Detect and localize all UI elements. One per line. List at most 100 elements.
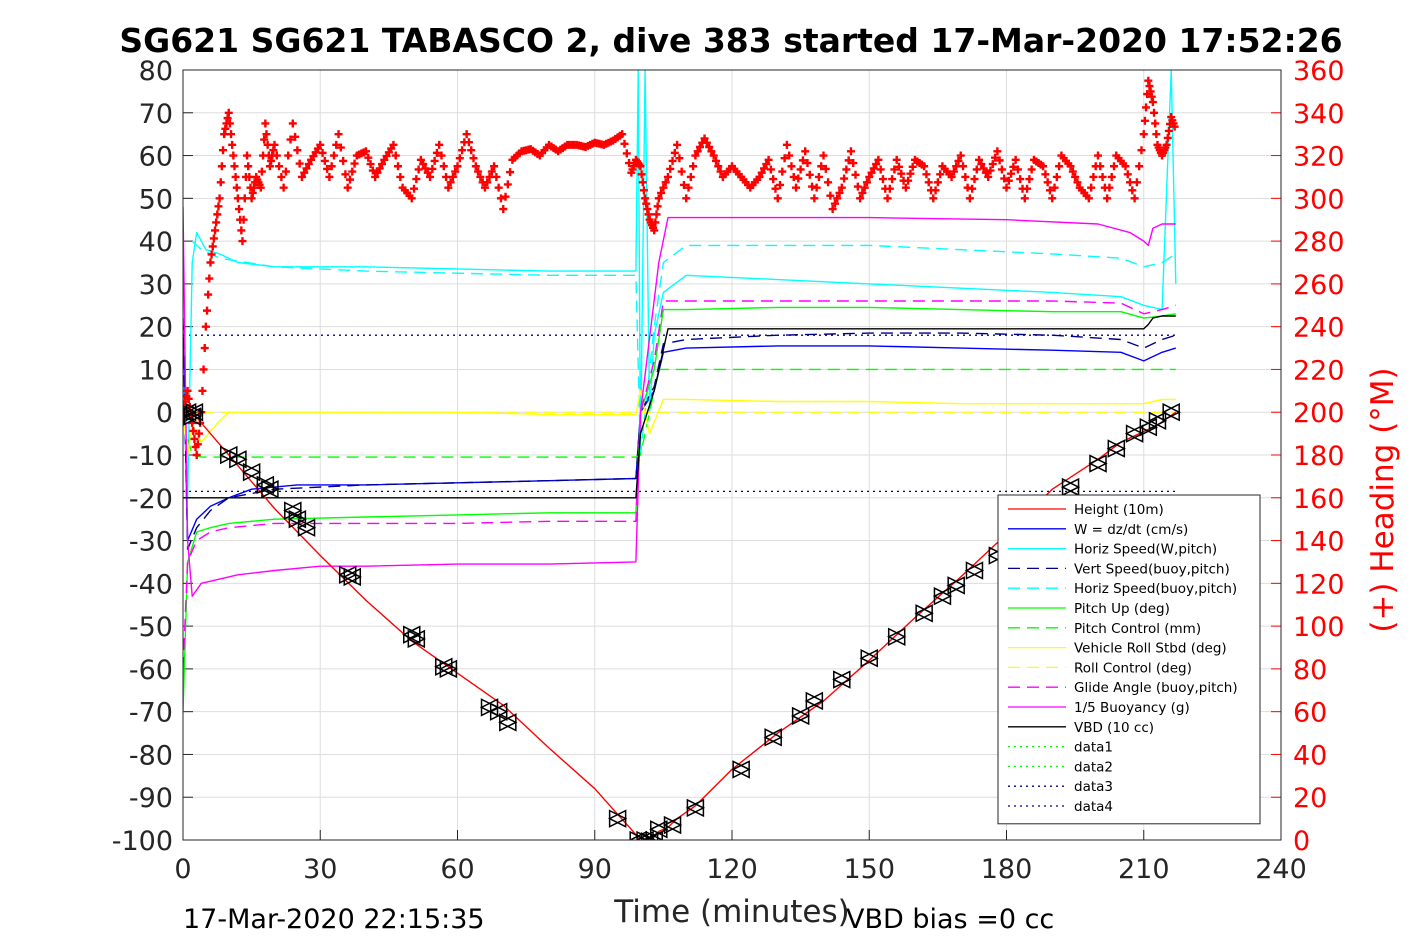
heading-point bbox=[901, 183, 910, 192]
heading-point bbox=[757, 168, 766, 177]
sample-marker-left bbox=[183, 407, 201, 426]
heading-point bbox=[284, 151, 293, 160]
y-tick-label: 70 bbox=[139, 99, 173, 130]
heading-point bbox=[232, 183, 241, 192]
legend-entry: Glide Angle (buoy,pitch) bbox=[1074, 680, 1238, 696]
sample-marker-left bbox=[685, 798, 705, 818]
heading-point bbox=[471, 162, 480, 171]
heading-point bbox=[830, 199, 839, 208]
plot-frame bbox=[182, 69, 1282, 841]
heading-point bbox=[389, 140, 398, 149]
heading-point bbox=[1151, 119, 1160, 128]
heading-point bbox=[256, 183, 265, 192]
heading-point bbox=[931, 186, 940, 195]
heading-point bbox=[195, 429, 204, 438]
sample-marker-left bbox=[832, 670, 851, 689]
heading-point bbox=[1098, 172, 1107, 181]
heading-point bbox=[787, 162, 796, 171]
y-tick-label: -90 bbox=[129, 783, 173, 814]
legend-entry: 1/5 Buoyancy (g) bbox=[1074, 700, 1190, 716]
heading-point bbox=[1121, 162, 1130, 171]
heading-point bbox=[677, 167, 686, 176]
heading-point bbox=[487, 167, 496, 176]
legend-entry: W = dz/dt (cm/s) bbox=[1074, 522, 1188, 538]
heading-point bbox=[650, 226, 659, 235]
y-tick-label: -100 bbox=[112, 826, 173, 857]
footer-vbd-bias: VBD bias =0 cc bbox=[846, 904, 1054, 935]
legend-entry: Height (10m) bbox=[1074, 502, 1164, 518]
sample-marker-left bbox=[914, 604, 933, 623]
y-tick-label: 0 bbox=[156, 398, 173, 429]
x-axis-label: Time (minutes) bbox=[613, 894, 849, 930]
heading-point bbox=[184, 394, 193, 403]
heading-point bbox=[760, 164, 769, 173]
heading-point bbox=[183, 386, 192, 395]
heading-point bbox=[1096, 162, 1105, 171]
y2-tick-label: 100 bbox=[1293, 612, 1345, 643]
heading-point bbox=[904, 176, 913, 185]
heading-point bbox=[332, 140, 341, 149]
heading-point bbox=[846, 147, 855, 156]
heading-point bbox=[203, 306, 212, 315]
heading-point bbox=[798, 156, 807, 165]
sample-marker-left bbox=[296, 518, 316, 537]
heading-point bbox=[1126, 178, 1135, 187]
sample-marker-left bbox=[438, 659, 458, 679]
heading-point bbox=[211, 226, 220, 235]
heading-point bbox=[965, 194, 974, 203]
heading-point bbox=[1050, 183, 1059, 192]
heading-point bbox=[956, 151, 965, 160]
y2-tick-label: 60 bbox=[1293, 698, 1327, 729]
heading-point bbox=[872, 160, 881, 169]
heading-point bbox=[1000, 174, 1009, 183]
heading-point bbox=[1103, 194, 1112, 203]
heading-point bbox=[499, 205, 508, 214]
heading-point bbox=[670, 148, 679, 157]
sample-marker-left bbox=[488, 702, 508, 721]
heading-point bbox=[192, 451, 201, 459]
legend-entry: Horiz Speed(W,pitch) bbox=[1074, 542, 1217, 558]
sample-marker-left bbox=[859, 648, 878, 668]
heading-point bbox=[988, 160, 997, 169]
heading-point bbox=[300, 168, 309, 177]
heading-point bbox=[1162, 140, 1171, 149]
x-tick-label: 60 bbox=[440, 854, 474, 885]
y2-tick-labels: 3603403203002802602402202001801601401201… bbox=[1293, 56, 1345, 857]
heading-point bbox=[920, 162, 929, 171]
legend-box bbox=[997, 494, 1261, 825]
legend-entry: data2 bbox=[1074, 759, 1113, 775]
heading-point bbox=[1148, 98, 1157, 107]
heading-point bbox=[209, 234, 218, 243]
heading-point bbox=[638, 178, 647, 187]
chart-title: SG621 SG621 TABASCO 2, dive 383 started … bbox=[119, 21, 1342, 60]
heading-point bbox=[1009, 162, 1018, 171]
heading-point bbox=[474, 167, 483, 176]
heading-point bbox=[844, 156, 853, 165]
heading-point bbox=[201, 322, 210, 331]
heading-point bbox=[396, 172, 405, 181]
x-tick-label: 30 bbox=[303, 854, 337, 885]
x-tick-label: 0 bbox=[174, 854, 191, 885]
heading-point bbox=[636, 162, 645, 171]
heading-point bbox=[214, 202, 223, 211]
heading-point bbox=[238, 237, 247, 246]
heading-point bbox=[995, 156, 1004, 165]
heading-point bbox=[856, 194, 865, 203]
sample-marker-left bbox=[406, 629, 426, 649]
sample-marker-left bbox=[287, 509, 307, 529]
y2-tick-label: 160 bbox=[1293, 484, 1345, 515]
heading-point bbox=[876, 165, 885, 174]
heading-point bbox=[371, 172, 380, 181]
heading-point bbox=[993, 147, 1002, 156]
x-tick-label: 240 bbox=[1255, 854, 1307, 885]
y2-tick-label: 200 bbox=[1293, 398, 1345, 429]
heading-point bbox=[213, 210, 222, 219]
heading-point bbox=[819, 151, 828, 160]
heading-point bbox=[216, 178, 225, 187]
heading-point bbox=[1055, 162, 1064, 171]
heading-point bbox=[416, 155, 425, 164]
heading-point bbox=[366, 160, 375, 169]
heading-point bbox=[244, 162, 253, 171]
heading-point bbox=[1039, 162, 1048, 171]
heading-point bbox=[1004, 176, 1013, 185]
